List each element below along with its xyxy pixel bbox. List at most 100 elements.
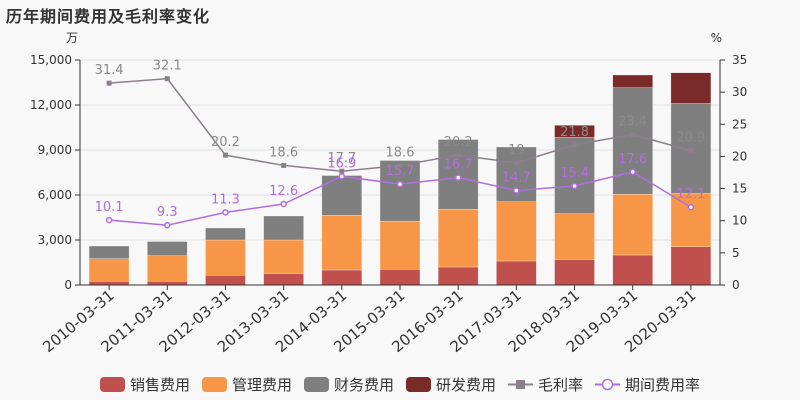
bar-segment [88, 245, 130, 259]
legend-item[interactable]: 研发费用 [406, 374, 496, 395]
bar-segment [437, 266, 479, 286]
legend-label: 销售费用 [129, 376, 190, 394]
bar-segment [263, 273, 304, 286]
legend-swatch [99, 377, 125, 392]
bar-segment [147, 281, 188, 286]
bar-segment [88, 281, 130, 286]
right-axis-tick-label: 25 [732, 117, 747, 131]
line-marker [164, 221, 171, 229]
data-label: 20.9 [676, 131, 705, 146]
line-marker [688, 148, 694, 154]
left-axis-tick-label: 6,000 [38, 188, 72, 202]
line-marker [455, 152, 461, 158]
data-label: 12.6 [269, 184, 298, 199]
bar-segment [263, 239, 304, 274]
bar-segment [670, 246, 712, 286]
legend-item[interactable]: 期间费用率 [595, 374, 700, 395]
line-marker [338, 173, 346, 180]
line-marker [397, 162, 403, 168]
right-axis-tick-label: 0 [732, 278, 740, 292]
legend-label: 研发费用 [436, 376, 497, 394]
bar-segment [147, 241, 188, 256]
legend-label: 期间费用率 [625, 376, 701, 394]
data-label: 16.9 [327, 156, 356, 171]
legend-item[interactable]: 管理费用 [201, 374, 292, 395]
legend: 销售费用 管理费用 财务费用 研发费用 毛利率 期间费用率 [0, 374, 800, 395]
line-marker [513, 187, 520, 194]
data-label: 10.1 [95, 200, 124, 215]
left-axis-tick-label: 15,000 [30, 53, 72, 67]
data-label: 31.4 [95, 63, 124, 78]
bar-segment [612, 74, 653, 88]
left-axis-tick-label: 0 [64, 278, 72, 292]
left-axis-tick-label: 9,000 [38, 143, 72, 157]
line-marker [687, 203, 695, 211]
data-label: 32.1 [153, 59, 182, 74]
data-label: 17.7 [327, 151, 356, 166]
data-label: 20.2 [444, 135, 473, 150]
right-axis-tick-label: 30 [732, 85, 747, 99]
bar-segment [612, 254, 653, 286]
bar-segment [321, 269, 363, 286]
line-marker [396, 180, 404, 188]
bar-segment [554, 259, 595, 286]
line-marker [164, 76, 170, 82]
data-label: 14.7 [502, 171, 531, 186]
line-marker [280, 200, 287, 208]
line-marker [454, 174, 462, 181]
legend-square-marker-icon [508, 380, 534, 389]
right-axis-tick-label: 35 [732, 53, 747, 67]
bar-segment [147, 255, 188, 282]
legend-item[interactable]: 财务费用 [303, 374, 394, 395]
data-label: 23.4 [618, 115, 647, 130]
line-marker [513, 160, 519, 166]
left-axis-unit: 万 [66, 31, 78, 45]
bar-segment [321, 175, 363, 216]
line-marker [629, 168, 636, 176]
data-label: 9.3 [157, 205, 178, 220]
bar-segment [496, 260, 537, 286]
bar-segment [554, 125, 595, 138]
legend-label: 毛利率 [538, 376, 584, 394]
bar-segment [437, 209, 479, 268]
bar-segment [437, 139, 479, 210]
line-marker [630, 132, 636, 138]
line-marker [281, 162, 287, 168]
legend-item[interactable]: 销售费用 [99, 374, 190, 395]
right-axis-tick-label: 20 [732, 149, 747, 163]
data-label: 15.7 [386, 164, 415, 179]
bar-segment [379, 269, 421, 286]
left-axis-tick-label: 12,000 [30, 98, 72, 112]
legend-item[interactable]: 毛利率 [508, 374, 583, 395]
left-axis-tick-label: 3,000 [38, 233, 72, 247]
legend-label: 财务费用 [333, 376, 394, 394]
line-marker [105, 216, 113, 224]
data-label: 12.1 [676, 187, 705, 202]
line-marker [571, 182, 578, 190]
bar-segment [612, 87, 653, 195]
legend-label: 管理费用 [231, 376, 292, 394]
legend-swatch [201, 377, 227, 392]
bar-segment [670, 193, 712, 247]
bar-segment [321, 215, 363, 271]
bar-segment [205, 275, 246, 286]
data-label: 18.6 [269, 145, 298, 160]
bar-series [88, 72, 712, 286]
bar-segment [205, 227, 246, 241]
data-label: 11.3 [211, 192, 240, 207]
data-label: 18.6 [386, 145, 415, 160]
legend-circle-marker-icon [595, 378, 621, 391]
bar-segment [205, 239, 246, 276]
data-label: 17.6 [618, 152, 647, 167]
line-marker [339, 168, 345, 174]
legend-swatch [303, 377, 329, 392]
line-marker [222, 209, 229, 216]
data-labels: 31.4 32.1 20.2 18.6 17.7 18.6 20.2 19 21.8 23.4 20… [95, 59, 706, 221]
line-marker [572, 142, 578, 148]
data-label: 21.8 [560, 125, 589, 140]
bar-segment [612, 194, 653, 256]
line-marker [222, 152, 228, 158]
data-label: 20.2 [211, 135, 240, 150]
right-axis-tick-label: 15 [732, 182, 747, 196]
